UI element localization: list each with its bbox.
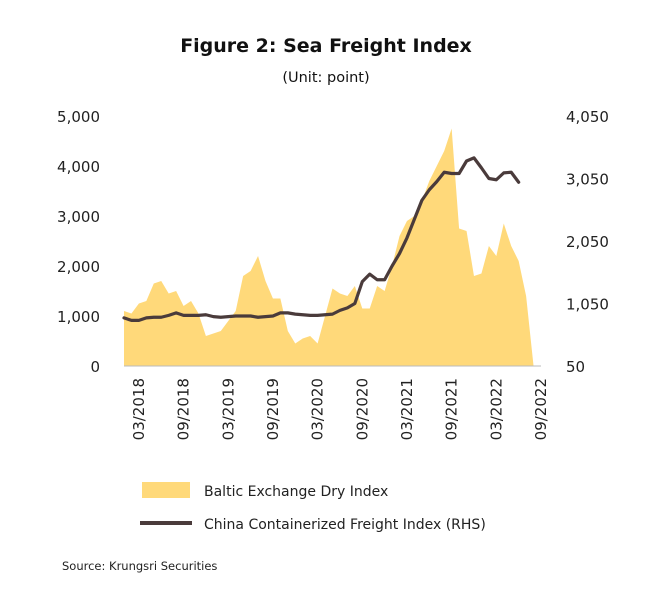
x-tick-label: 09/2022	[532, 378, 550, 440]
x-tick-label: 09/2019	[264, 378, 282, 440]
legend-swatch-bdi	[142, 482, 190, 498]
legend-label-ccfi: China Containerized Freight Index (RHS)	[204, 517, 486, 533]
legend-label-bdi: Baltic Exchange Dry Index	[204, 484, 388, 500]
left-tick-label: 2,000	[57, 258, 100, 276]
x-axis-ticks: 03/2018 09/2018 03/2019 09/2019 03/2020 09/20…	[130, 378, 550, 440]
x-tick-label: 09/2021	[443, 378, 461, 440]
x-tick-label: 03/2019	[219, 378, 237, 440]
left-tick-label: 3,000	[57, 208, 100, 226]
left-tick-label: 5,000	[57, 108, 100, 126]
legend: Baltic Exchange Dry Index China Containe…	[140, 482, 486, 533]
x-tick-label: 09/2018	[175, 378, 193, 440]
left-tick-label: 1,000	[57, 308, 100, 326]
right-tick-label: 3,050	[566, 171, 609, 189]
right-tick-label: 4,050	[566, 108, 609, 126]
series-area-bdi	[124, 128, 541, 366]
series-line-ccfi	[122, 156, 521, 322]
right-tick-label: 2,050	[566, 233, 609, 251]
plot-area	[122, 128, 541, 367]
x-tick-label: 03/2021	[398, 378, 416, 440]
left-axis-ticks: 0 1,000 2,000 3,000 4,000 5,000	[57, 108, 100, 376]
right-tick-label: 50	[566, 358, 585, 376]
source-note: Source: Krungsri Securities	[62, 559, 217, 573]
x-tick-label: 03/2018	[130, 378, 148, 440]
chart-subtitle: (Unit: point)	[282, 70, 369, 86]
x-tick-label: 03/2020	[309, 378, 327, 440]
x-tick-label: 09/2020	[353, 378, 371, 440]
x-tick-label: 03/2022	[487, 378, 505, 440]
left-tick-label: 4,000	[57, 158, 100, 176]
chart-title: Figure 2: Sea Freight Index	[180, 35, 472, 57]
left-tick-label: 0	[90, 358, 100, 376]
right-axis-ticks: 50 1,050 2,050 3,050 4,050	[566, 108, 609, 376]
right-tick-label: 1,050	[566, 296, 609, 314]
